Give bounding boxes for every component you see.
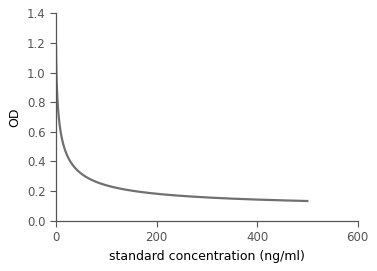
X-axis label: standard concentration (ng/ml): standard concentration (ng/ml) <box>109 250 305 263</box>
Y-axis label: OD: OD <box>8 107 21 127</box>
